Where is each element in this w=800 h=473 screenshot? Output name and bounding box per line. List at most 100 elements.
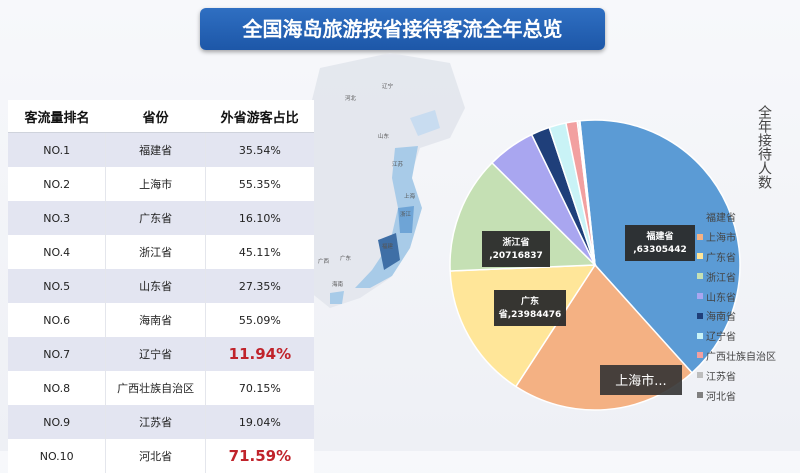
province-cell: 广东省 (105, 201, 206, 235)
legend-label: 福建省 (706, 213, 736, 225)
map-liaoning (410, 110, 440, 136)
legend-swatch (697, 273, 703, 280)
map-label: 江苏 (392, 160, 404, 168)
legend-swatch (697, 352, 703, 359)
table-row: NO.10 河北省 71.59% (8, 439, 314, 473)
rank-cell: NO.6 (8, 303, 107, 337)
map-label: 海南 (332, 280, 344, 288)
legend-item: 福建省 (697, 207, 800, 227)
data-label: 广东 (521, 295, 539, 307)
table-row: NO.6 海南省 55.09% (8, 303, 314, 337)
share-cell: 16.10% (205, 201, 314, 235)
share-cell-highlight: 11.94% (205, 337, 314, 371)
legend-swatch (697, 372, 703, 379)
data-label: ,63305442 (633, 245, 687, 255)
share-cell: 55.35% (205, 167, 314, 201)
pie-slice (578, 119, 596, 266)
data-label: 浙江省 (502, 236, 529, 248)
pie-chart: 福建省 ,63305442 广东省,23984476 浙江省 ,20716837 上海市.… (449, 119, 741, 411)
table-row: NO.1 福建省 35.54% (8, 132, 314, 167)
legend-label: 山东省 (706, 292, 736, 304)
map-coast-provinces (355, 146, 422, 288)
data-label: 上海市... (615, 373, 666, 389)
rank-cell: NO.3 (8, 201, 107, 235)
legend-item: 浙江省 (697, 266, 800, 286)
legend-swatch (697, 253, 703, 260)
data-label-box (494, 290, 566, 326)
map-label: 广西 (318, 257, 330, 265)
share-cell: 27.35% (205, 269, 314, 303)
legend-swatch (697, 312, 703, 319)
table-row: NO.3 广东省 16.10% (8, 201, 314, 235)
table-row: NO.2 上海市 55.35% (8, 167, 314, 201)
rank-cell: NO.5 (8, 269, 107, 303)
rank-cell: NO.1 (8, 132, 107, 167)
map-label: 河北 (345, 94, 357, 102)
map-label: 浙江 (400, 210, 412, 218)
legend-swatch (697, 392, 703, 399)
legend-label: 广东省 (706, 252, 736, 264)
table-row: NO.5 山东省 27.35% (8, 269, 314, 303)
data-label-box (625, 225, 695, 261)
legend-item: 山东省 (697, 286, 800, 306)
legend-label: 浙江省 (706, 272, 736, 284)
table-row: NO.8 广西壮族自治区 70.15% (8, 371, 314, 405)
table-row: NO.4 浙江省 45.11% (8, 235, 314, 269)
legend-item: 广西壮族自治区 (697, 346, 800, 366)
table-row: NO.9 江苏省 19.04% (8, 405, 314, 439)
table-header-row: 客流量排名 省份 外省游客占比 (8, 100, 314, 133)
map-label: 福建 (382, 242, 394, 250)
legend-item: 上海市 (697, 227, 800, 247)
rank-cell: NO.8 (8, 371, 107, 405)
data-label: 省,23984476 (498, 308, 562, 320)
province-cell: 广西壮族自治区 (105, 371, 206, 405)
legend-label: 海南省 (706, 312, 736, 324)
province-cell: 江苏省 (105, 405, 206, 439)
map-label: 上海 (404, 192, 416, 200)
share-cell-highlight: 71.59% (205, 439, 314, 473)
legend-label: 上海市 (706, 233, 736, 245)
legend-label: 广西壮族自治区 (706, 351, 776, 363)
rank-cell: NO.9 (8, 405, 107, 439)
data-label: 福建省 (645, 230, 673, 242)
province-cell: 福建省 (105, 132, 206, 167)
map-label: 辽宁 (382, 82, 394, 90)
share-cell: 19.04% (205, 405, 314, 439)
table-row: NO.7 辽宁省 11.94% (8, 337, 314, 371)
legend-label: 河北省 (706, 391, 736, 403)
map-label: 广东 (340, 254, 352, 262)
data-label-box (482, 231, 550, 267)
rank-cell: NO.2 (8, 167, 107, 201)
province-cell: 上海市 (105, 167, 206, 201)
page-title: 全国海岛旅游按省接待客流全年总览 (200, 8, 605, 50)
province-cell: 河北省 (105, 439, 206, 473)
header-province: 省份 (105, 100, 206, 133)
province-cell: 辽宁省 (105, 337, 206, 371)
ranking-table: 客流量排名 省份 外省游客占比 NO.1 福建省 35.54% NO.2 上海市… (8, 100, 314, 473)
map-zhejiang (398, 206, 414, 233)
legend-swatch (697, 233, 703, 240)
province-cell: 山东省 (105, 269, 206, 303)
province-cell: 海南省 (105, 303, 206, 337)
legend-swatch (697, 293, 703, 300)
chart-y-axis-label: 全年接待人数 (756, 105, 772, 189)
legend-item: 辽宁省 (697, 326, 800, 346)
rank-cell: NO.10 (8, 439, 107, 473)
legend-item: 广东省 (697, 247, 800, 267)
header-rank: 客流量排名 (8, 100, 106, 133)
map-hainan (330, 291, 344, 304)
legend-item: 河北省 (697, 385, 800, 405)
legend-swatch (697, 213, 703, 220)
map-fujian (378, 233, 400, 270)
header-share: 外省游客占比 (205, 100, 314, 133)
legend-swatch (697, 332, 703, 339)
legend-item: 海南省 (697, 306, 800, 326)
share-cell: 70.15% (205, 371, 314, 405)
share-cell: 55.09% (205, 303, 314, 337)
legend-item: 江苏省 (697, 365, 800, 385)
legend-label: 辽宁省 (706, 332, 736, 344)
share-cell: 45.11% (205, 235, 314, 269)
rank-cell: NO.7 (8, 337, 107, 371)
